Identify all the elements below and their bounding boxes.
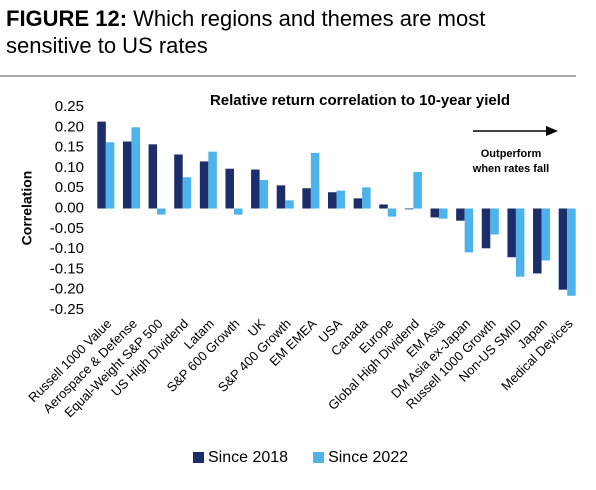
y-tick-label: -0.10 (50, 240, 84, 257)
bar (515, 208, 525, 277)
y-tick-label: -0.20 (50, 281, 84, 298)
bar (285, 200, 294, 209)
y-axis-label: Correlation (19, 171, 35, 246)
bar (353, 198, 363, 209)
bar (362, 187, 371, 209)
y-tick-label: -0.25 (50, 301, 84, 318)
bar (259, 180, 269, 209)
bar (310, 152, 320, 209)
y-tick-label: 0.20 (55, 118, 84, 135)
y-tick-label: 0.00 (55, 199, 84, 216)
bar (533, 208, 542, 274)
y-tick-label: 0.05 (55, 179, 84, 196)
bar (404, 208, 414, 210)
arrow-head (546, 126, 558, 136)
bar (122, 141, 132, 209)
figure-heading: FIGURE 12: Which regions and themes are … (6, 6, 485, 31)
bar (148, 144, 158, 209)
legend-swatch (193, 452, 204, 463)
bar (430, 208, 440, 218)
bar (225, 168, 234, 209)
bar (336, 190, 345, 209)
y-tick-label: -0.15 (50, 260, 84, 277)
bar (105, 142, 115, 209)
y-tick-label: -0.05 (50, 220, 84, 237)
legend-label: Since 2018 (208, 449, 288, 466)
y-tick-label: 0.15 (55, 139, 84, 156)
legend-swatch (313, 452, 325, 463)
annotation: Outperform (481, 148, 542, 160)
chart-title-line: sensitive to US rates (6, 33, 208, 58)
bar (567, 208, 576, 296)
bar (208, 151, 217, 209)
figure-label: FIGURE 12: (6, 6, 127, 31)
bar (328, 192, 337, 209)
y-tick-label: 0.10 (55, 159, 84, 176)
y-tick-label: 0.25 (55, 98, 84, 115)
bar (379, 204, 388, 209)
bar (157, 208, 166, 215)
bar (464, 208, 474, 253)
bar (558, 208, 568, 290)
bar (199, 161, 209, 209)
bar (233, 208, 243, 215)
bar (97, 121, 106, 209)
bar (251, 169, 260, 209)
chart-subtitle: Relative return correlation to 10-year y… (210, 92, 510, 109)
bar (507, 208, 516, 258)
annotation: when rates fall (472, 163, 549, 175)
bar (456, 208, 465, 221)
bar (387, 208, 397, 217)
bar (490, 208, 499, 235)
bar (439, 208, 448, 219)
chart-title: Which regions and themes are most (133, 6, 485, 31)
bar (276, 185, 286, 209)
bar (131, 127, 140, 209)
legend-label: Since 2022 (328, 449, 408, 466)
bar (413, 171, 422, 209)
bar (174, 154, 183, 209)
bar (481, 208, 491, 249)
bar (541, 208, 551, 261)
bar (182, 177, 192, 209)
bar (302, 188, 311, 209)
